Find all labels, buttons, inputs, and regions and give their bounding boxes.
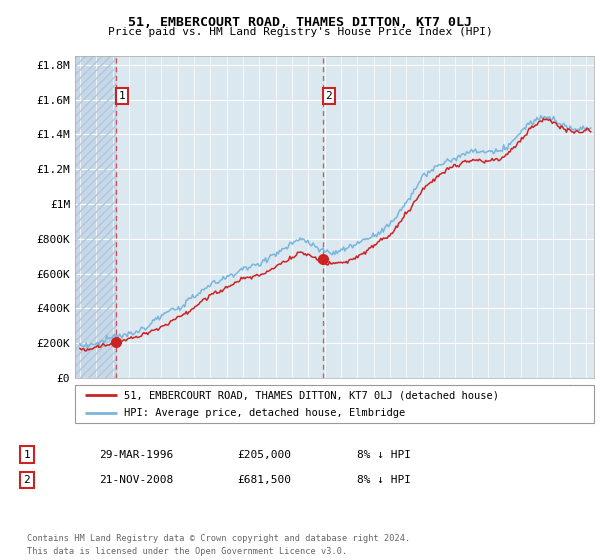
Bar xyxy=(75,56,116,378)
Bar xyxy=(75,56,116,378)
Text: 1: 1 xyxy=(119,91,125,101)
Bar xyxy=(331,56,594,378)
Text: 8% ↓ HPI: 8% ↓ HPI xyxy=(357,450,411,460)
Text: Price paid vs. HM Land Registry's House Price Index (HPI): Price paid vs. HM Land Registry's House … xyxy=(107,27,493,38)
Text: 2: 2 xyxy=(326,91,332,101)
FancyBboxPatch shape xyxy=(75,385,594,423)
Text: HPI: Average price, detached house, Elmbridge: HPI: Average price, detached house, Elmb… xyxy=(124,408,406,418)
Text: 51, EMBERCOURT ROAD, THAMES DITTON, KT7 0LJ: 51, EMBERCOURT ROAD, THAMES DITTON, KT7 … xyxy=(128,16,472,29)
Text: 1: 1 xyxy=(23,450,31,460)
Text: 8% ↓ HPI: 8% ↓ HPI xyxy=(357,475,411,485)
Text: Contains HM Land Registry data © Crown copyright and database right 2024.
This d: Contains HM Land Registry data © Crown c… xyxy=(27,534,410,556)
Text: 29-MAR-1996: 29-MAR-1996 xyxy=(99,450,173,460)
Text: £681,500: £681,500 xyxy=(237,475,291,485)
Text: 21-NOV-2008: 21-NOV-2008 xyxy=(99,475,173,485)
Text: 2: 2 xyxy=(23,475,31,485)
Text: 51, EMBERCOURT ROAD, THAMES DITTON, KT7 0LJ (detached house): 51, EMBERCOURT ROAD, THAMES DITTON, KT7 … xyxy=(124,390,499,400)
Text: £205,000: £205,000 xyxy=(237,450,291,460)
